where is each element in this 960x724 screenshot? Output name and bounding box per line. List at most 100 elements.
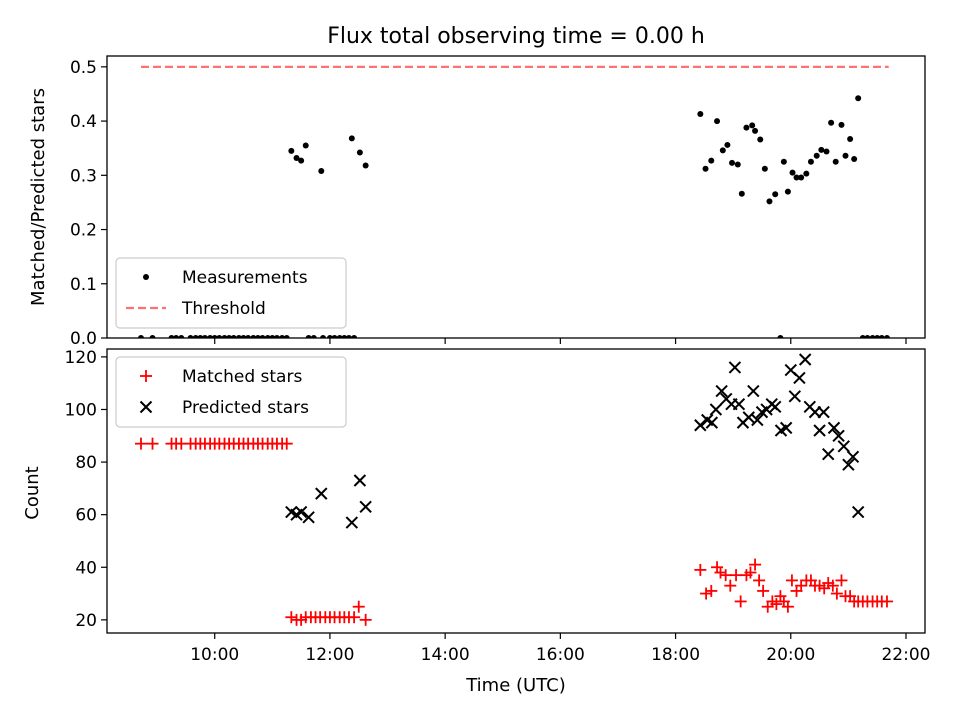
measurement-point [864, 335, 871, 338]
measurement-point [187, 335, 194, 338]
predicted-star-point [817, 405, 830, 419]
measurement-point [207, 335, 214, 338]
measurement-point [226, 335, 233, 338]
matched-star-point [880, 595, 893, 608]
predicted-star-point [846, 450, 860, 464]
measurement-point [743, 124, 750, 131]
bottom-legend: Matched stars Predicted stars [115, 356, 347, 428]
legend-box [115, 257, 347, 329]
predicted-star-point [353, 474, 367, 487]
legend-label: Matched stars [182, 367, 302, 387]
predicted-star-point [851, 505, 865, 519]
measurement-point [772, 191, 779, 198]
measurement-point [250, 335, 257, 338]
measurement-point [714, 118, 721, 125]
measurement-point [724, 141, 731, 148]
measurement-point [259, 335, 266, 338]
matched-star-point [770, 598, 783, 611]
top-ytick-label: 0.3 [70, 166, 97, 186]
measurement-point [869, 335, 876, 338]
measurement-point [345, 335, 352, 338]
top-plot-area [137, 65, 890, 338]
matched-star-point [348, 611, 361, 624]
x-axis-label: Time (UTC) [465, 675, 566, 696]
matched-star-point [285, 611, 298, 624]
measurement-point [326, 335, 333, 338]
measurement-point [813, 152, 820, 159]
measurement-point [264, 335, 271, 338]
predicted-star-point [315, 487, 328, 500]
bottom-y-axis-label: Count [22, 466, 43, 519]
measurement-point [288, 147, 295, 154]
xtick-label: 22:00 [881, 645, 930, 665]
measurement-point [201, 335, 208, 338]
predicted-star-point [827, 421, 841, 435]
measurement-point [283, 335, 290, 338]
measurement-point [318, 167, 325, 174]
predicted-star-point [788, 390, 802, 403]
measurement-point [211, 335, 218, 338]
measurement-point [341, 335, 348, 338]
legend-x-icon [139, 400, 153, 414]
matched-star-point [744, 566, 757, 579]
measurement-point [149, 335, 156, 338]
matched-star-point [280, 437, 293, 450]
top-ytick-label: 0.0 [70, 329, 97, 349]
matched-star-point [134, 437, 147, 450]
measurement-point [137, 335, 144, 338]
matched-star-point [734, 595, 747, 608]
measurement-point [818, 146, 825, 153]
predicted-star-point [779, 421, 793, 435]
measurement-point [336, 335, 343, 338]
xtick-label: 12:00 [305, 645, 354, 665]
measurement-point [784, 188, 791, 195]
measurement-point [752, 127, 759, 134]
measurement-point [738, 190, 745, 197]
predicted-star-point [359, 500, 372, 513]
measurement-point [310, 335, 317, 338]
measurement-point [874, 335, 881, 338]
predicted-star-point [832, 429, 845, 442]
xtick-label: 10:00 [190, 645, 239, 665]
measurement-point [855, 95, 862, 102]
legend-label: Measurements [182, 268, 308, 288]
top-ytick-label: 0.1 [70, 275, 97, 295]
legend-dot-icon [143, 274, 149, 280]
measurement-point [362, 162, 369, 169]
measurement-point [279, 335, 286, 338]
measurement-point [697, 111, 704, 118]
predicted-star-point [842, 458, 855, 471]
xtick-label: 20:00 [766, 645, 815, 665]
measurement-point [178, 335, 185, 338]
measurement-point [847, 135, 854, 142]
matched-star-point [749, 558, 762, 571]
xtick-label: 14:00 [421, 645, 470, 665]
measurement-point [356, 149, 363, 156]
bottom-panel: 20 40 60 80 100 120 10:00 12:00 14:00 16:00 18:00 2… [65, 348, 931, 665]
measurement-point [221, 335, 228, 338]
predicted-star-point [705, 416, 719, 429]
measurement-point [331, 335, 338, 338]
predicted-star-point [302, 511, 315, 524]
measurement-point [298, 157, 305, 164]
measurement-point [749, 122, 756, 129]
measurement-point [293, 154, 300, 161]
measurement-point [254, 335, 261, 338]
measurement-point [351, 335, 358, 338]
measurement-point [719, 147, 726, 154]
matched-star-point [757, 584, 770, 597]
bottom-ytick-label: 80 [75, 453, 97, 473]
matched-star-point [146, 437, 159, 450]
bottom-ytick-label: 60 [75, 506, 97, 526]
measurement-point [777, 335, 784, 338]
measurement-point [708, 157, 715, 164]
measurement-point [192, 335, 199, 338]
measurement-point [302, 142, 309, 149]
matched-star-point [359, 613, 372, 626]
measurement-point [230, 335, 237, 338]
measurement-point [348, 135, 355, 142]
measurement-point [832, 158, 839, 165]
bottom-ytick-label: 100 [65, 400, 97, 420]
matched-star-point [730, 569, 743, 582]
